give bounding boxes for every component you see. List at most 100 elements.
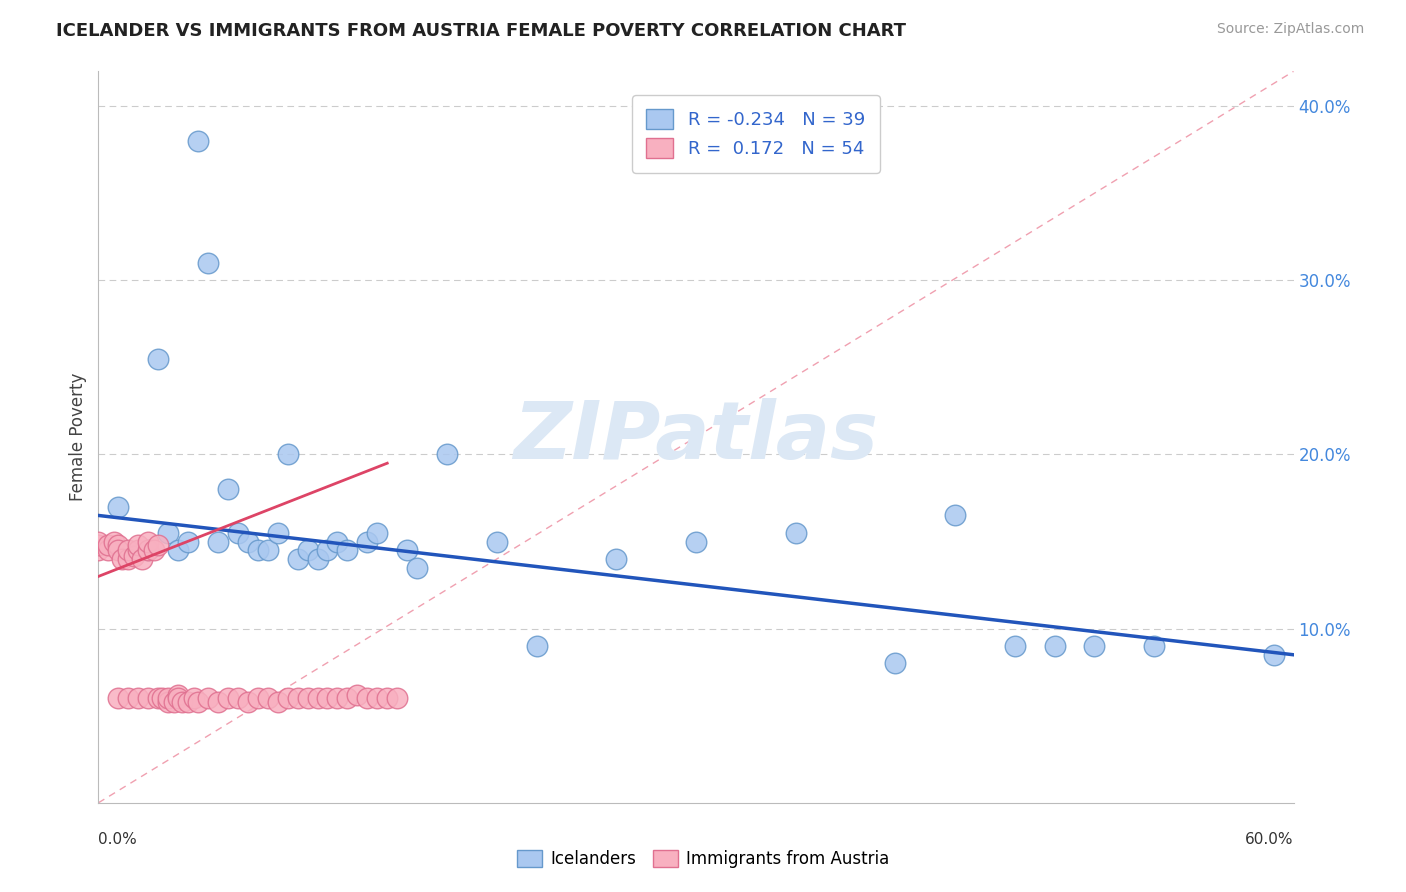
Point xyxy=(236,695,259,709)
Point xyxy=(207,534,229,549)
Point xyxy=(1004,639,1026,653)
Point xyxy=(87,538,110,552)
Point xyxy=(167,543,190,558)
Point xyxy=(236,534,259,549)
Point xyxy=(187,695,209,709)
Point xyxy=(366,691,388,706)
Point xyxy=(226,691,249,706)
Point xyxy=(356,534,378,549)
Point xyxy=(436,448,458,462)
Point xyxy=(1143,639,1166,653)
Point xyxy=(131,552,153,566)
Point xyxy=(136,534,159,549)
Text: ZIPatlas: ZIPatlas xyxy=(513,398,879,476)
Point xyxy=(1043,639,1066,653)
Point xyxy=(685,534,707,549)
Legend: R = -0.234   N = 39, R =  0.172   N = 54: R = -0.234 N = 39, R = 0.172 N = 54 xyxy=(631,95,880,173)
Point xyxy=(277,448,299,462)
Point xyxy=(336,543,359,558)
Point xyxy=(217,691,239,706)
Text: Source: ZipAtlas.com: Source: ZipAtlas.com xyxy=(1216,22,1364,37)
Point xyxy=(346,688,368,702)
Point xyxy=(157,695,180,709)
Point xyxy=(107,691,129,706)
Point xyxy=(316,691,339,706)
Point xyxy=(785,525,807,540)
Point xyxy=(336,691,359,706)
Point xyxy=(150,691,173,706)
Point xyxy=(256,543,278,558)
Point xyxy=(167,691,190,706)
Point xyxy=(87,543,110,558)
Point xyxy=(117,691,139,706)
Point xyxy=(485,534,508,549)
Point xyxy=(385,691,409,706)
Point xyxy=(396,543,419,558)
Legend: Icelanders, Immigrants from Austria: Icelanders, Immigrants from Austria xyxy=(510,843,896,875)
Point xyxy=(127,538,149,552)
Point xyxy=(197,691,219,706)
Point xyxy=(117,543,139,558)
Point xyxy=(943,508,966,523)
Point xyxy=(107,500,129,514)
Point xyxy=(117,552,139,566)
Point xyxy=(111,552,134,566)
Point xyxy=(127,691,149,706)
Point xyxy=(136,543,159,558)
Point xyxy=(157,691,180,706)
Point xyxy=(246,543,269,558)
Point xyxy=(526,639,548,653)
Point xyxy=(246,691,269,706)
Point xyxy=(157,525,180,540)
Point xyxy=(97,538,120,552)
Point xyxy=(1083,639,1105,653)
Point xyxy=(297,543,319,558)
Point xyxy=(167,688,190,702)
Point xyxy=(267,525,290,540)
Point xyxy=(287,691,309,706)
Point xyxy=(136,691,159,706)
Point xyxy=(172,695,194,709)
Point xyxy=(297,691,319,706)
Point xyxy=(326,534,349,549)
Point xyxy=(287,552,309,566)
Point xyxy=(326,691,349,706)
Y-axis label: Female Poverty: Female Poverty xyxy=(69,373,87,501)
Point xyxy=(107,538,129,552)
Point xyxy=(366,525,388,540)
Point xyxy=(277,691,299,706)
Point xyxy=(307,552,329,566)
Point xyxy=(1263,648,1285,662)
Point xyxy=(256,691,278,706)
Point xyxy=(605,552,627,566)
Text: 0.0%: 0.0% xyxy=(98,832,138,847)
Point xyxy=(307,691,329,706)
Point xyxy=(127,543,149,558)
Text: 60.0%: 60.0% xyxy=(1246,832,1294,847)
Point xyxy=(226,525,249,540)
Point xyxy=(143,543,166,558)
Text: ICELANDER VS IMMIGRANTS FROM AUSTRIA FEMALE POVERTY CORRELATION CHART: ICELANDER VS IMMIGRANTS FROM AUSTRIA FEM… xyxy=(56,22,907,40)
Point xyxy=(217,483,239,497)
Point xyxy=(183,691,205,706)
Point xyxy=(148,691,170,706)
Point xyxy=(197,256,219,270)
Point xyxy=(884,657,907,671)
Point xyxy=(107,543,129,558)
Point xyxy=(136,543,159,558)
Point xyxy=(187,134,209,148)
Point xyxy=(148,538,170,552)
Point xyxy=(356,691,378,706)
Point xyxy=(267,695,290,709)
Point xyxy=(124,549,146,563)
Point xyxy=(163,695,186,709)
Point xyxy=(103,534,125,549)
Point xyxy=(316,543,339,558)
Point xyxy=(177,534,200,549)
Point xyxy=(406,560,429,574)
Point xyxy=(97,543,120,558)
Point xyxy=(375,691,398,706)
Point xyxy=(207,695,229,709)
Point xyxy=(148,351,170,366)
Point xyxy=(87,534,110,549)
